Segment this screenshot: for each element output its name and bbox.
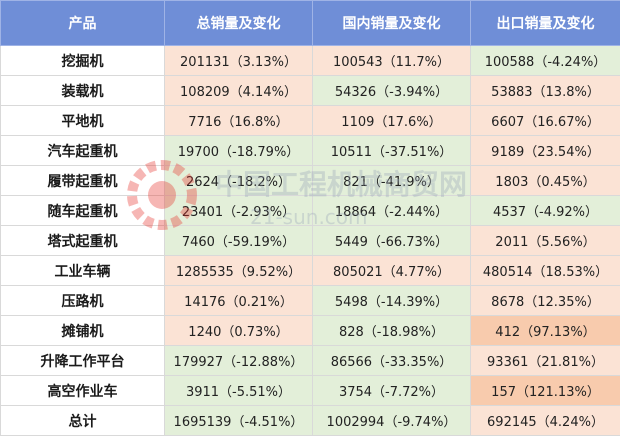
total-cell: 7460（-59.19%） [164,225,313,256]
domestic-cell: 18864（-2.44%） [312,195,471,226]
total-cell: 1695139（-4.51%） [164,405,313,436]
domestic-cell: 5449（-66.73%） [312,225,471,256]
product-name: 塔式起重机 [0,225,165,256]
total-cell: 3911（-5.51%） [164,375,313,406]
product-name: 挖掘机 [0,45,165,76]
export-cell: 2011（5.56%） [470,225,620,256]
product-name: 平地机 [0,105,165,136]
total-cell: 1240（0.73%） [164,315,313,346]
header-domestic: 国内销量及变化 [312,0,471,46]
export-cell: 100588（-4.24%） [470,45,620,76]
product-name: 履带起重机 [0,165,165,196]
total-cell: 179927（-12.88%） [164,345,313,376]
header-row: 产品 总销量及变化 国内销量及变化 出口销量及变化 [0,0,620,46]
product-name: 压路机 [0,285,165,316]
product-name: 工业车辆 [0,255,165,286]
domestic-cell: 805021（4.77%） [312,255,471,286]
table-header: 产品 总销量及变化 国内销量及变化 出口销量及变化 [0,0,620,46]
product-name: 摊铺机 [0,315,165,346]
total-cell: 14176（0.21%） [164,285,313,316]
total-cell: 108209（4.14%） [164,75,313,106]
table-row: 工业车辆 1285535（9.52%） 805021（4.77%） 480514（18… [0,255,620,286]
export-cell: 692145（4.24%） [470,405,620,436]
total-cell: 7716（16.8%） [164,105,313,136]
table-row: 摊铺机 1240（0.73%） 828（-18.98%） 412（97.13%） [0,315,620,346]
export-cell: 9189（23.54%） [470,135,620,166]
total-cell: 23401（-2.93%） [164,195,313,226]
table-row: 高空作业车 3911（-5.51%） 3754（-7.72%） 157（121.13%… [0,375,620,406]
table-row: 升降工作平台 179927（-12.88%） 86566（-33.35%） 93361… [0,345,620,376]
product-name: 升降工作平台 [0,345,165,376]
table-row: 塔式起重机 7460（-59.19%） 5449（-66.73%） 2011（5.56… [0,225,620,256]
product-name: 总计 [0,405,165,436]
export-cell: 4537（-4.92%） [470,195,620,226]
domestic-cell: 100543（11.7%） [312,45,471,76]
export-cell: 6607（16.67%） [470,105,620,136]
domestic-cell: 1002994（-9.74%） [312,405,471,436]
total-cell: 1285535（9.52%） [164,255,313,286]
table-row: 平地机 7716（16.8%） 1109（17.6%） 6607（16.67%） [0,105,620,136]
export-cell: 157（121.13%） [470,375,620,406]
table-row: 汽车起重机 19700（-18.79%） 10511（-37.51%） 9189（23… [0,135,620,166]
header-total: 总销量及变化 [164,0,313,46]
product-name: 汽车起重机 [0,135,165,166]
export-cell: 8678（12.35%） [470,285,620,316]
total-cell: 201131（3.13%） [164,45,313,76]
total-cell: 19700（-18.79%） [164,135,313,166]
table-row: 挖掘机 201131（3.13%） 100543（11.7%） 100588（-4.2… [0,45,620,76]
header-export: 出口销量及变化 [470,0,620,46]
export-cell: 1803（0.45%） [470,165,620,196]
domestic-cell: 828（-18.98%） [312,315,471,346]
table-body: 挖掘机 201131（3.13%） 100543（11.7%） 100588（-4.2… [0,45,620,436]
table-row: 压路机 14176（0.21%） 5498（-14.39%） 8678（12.35%） [0,285,620,316]
table-row: 履带起重机 2624（-18.2%） 821（-41.9%） 1803（0.45%） [0,165,620,196]
domestic-cell: 5498（-14.39%） [312,285,471,316]
export-cell: 93361（21.81%） [470,345,620,376]
domestic-cell: 54326（-3.94%） [312,75,471,106]
export-cell: 480514（18.53%） [470,255,620,286]
header-product: 产品 [0,0,165,46]
product-name: 随车起重机 [0,195,165,226]
domestic-cell: 821（-41.9%） [312,165,471,196]
product-name: 高空作业车 [0,375,165,406]
product-name: 装载机 [0,75,165,106]
export-cell: 53883（13.8%） [470,75,620,106]
table-row: 总计 1695139（-4.51%） 1002994（-9.74%） 692145（4… [0,405,620,436]
domestic-cell: 86566（-33.35%） [312,345,471,376]
export-cell: 412（97.13%） [470,315,620,346]
table-row: 装载机 108209（4.14%） 54326（-3.94%） 53883（13.8%… [0,75,620,106]
domestic-cell: 10511（-37.51%） [312,135,471,166]
domestic-cell: 1109（17.6%） [312,105,471,136]
total-cell: 2624（-18.2%） [164,165,313,196]
domestic-cell: 3754（-7.72%） [312,375,471,406]
table-row: 随车起重机 23401（-2.93%） 18864（-2.44%） 4537（-4.9… [0,195,620,226]
